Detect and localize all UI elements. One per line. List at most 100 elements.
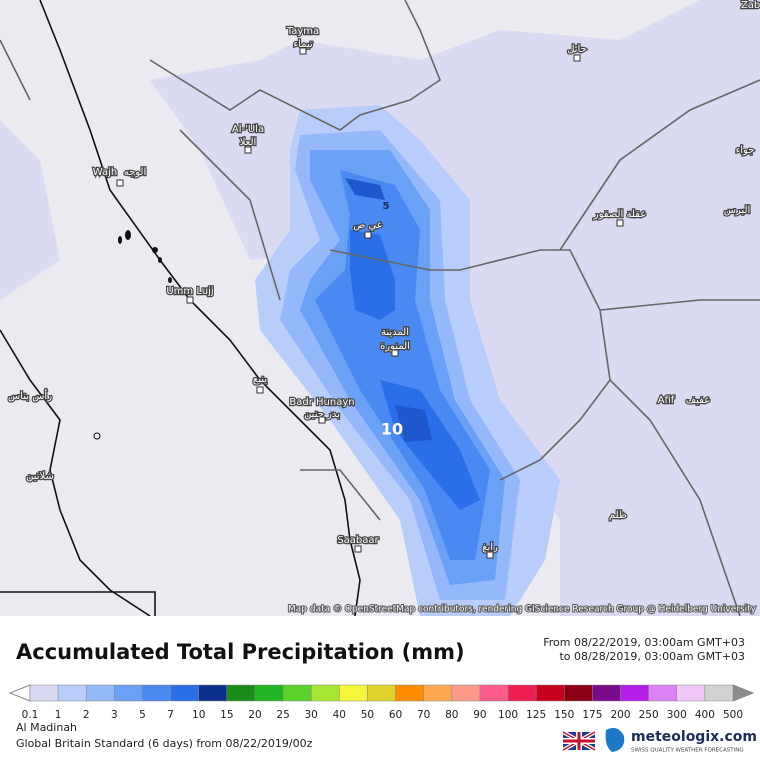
place-label: حائل xyxy=(567,44,587,55)
place-label: عي ص xyxy=(353,220,383,231)
scale-label: 150 xyxy=(554,709,574,721)
place-label: Umm Lujj xyxy=(166,286,213,297)
city-marker xyxy=(318,416,326,424)
scale-label: 3 xyxy=(111,709,118,721)
scale-label: 250 xyxy=(639,709,659,721)
scale-label: 300 xyxy=(667,709,687,721)
scale-label: 70 xyxy=(417,709,430,721)
precip-zone xyxy=(345,178,432,442)
place-label: Afif xyxy=(658,395,675,406)
scale-box xyxy=(704,684,734,702)
islands xyxy=(93,230,172,440)
scale-label: 400 xyxy=(695,709,715,721)
scale-label: 15 xyxy=(220,709,233,721)
scale-label: 200 xyxy=(610,709,630,721)
location: Al Madinah xyxy=(16,721,77,734)
attribution: Map data © OpenStreetMap contributors, r… xyxy=(288,605,757,615)
city-marker xyxy=(616,219,624,227)
contour-label: 5 xyxy=(383,201,390,212)
scale-label: 7 xyxy=(167,709,174,721)
place-label: Wajh xyxy=(93,167,118,178)
logo-icon xyxy=(605,728,625,752)
place-label: المنورة xyxy=(380,341,410,352)
scale-box xyxy=(395,684,424,702)
scale-box xyxy=(367,684,396,702)
scale-box xyxy=(57,684,87,702)
scale-label: 25 xyxy=(276,709,289,721)
scale-box xyxy=(648,684,678,702)
coastline xyxy=(0,329,156,616)
place-label: رأس بناس xyxy=(8,389,52,402)
scale-box xyxy=(535,684,565,702)
border xyxy=(0,0,760,616)
place-label: شلاتين xyxy=(26,471,54,482)
scale-label: 500 xyxy=(723,709,743,721)
scale-box xyxy=(507,684,537,702)
coastline xyxy=(39,0,361,616)
scale-box xyxy=(479,684,509,702)
scale-box xyxy=(423,684,453,702)
contour-label: 10 xyxy=(381,420,403,439)
city-marker xyxy=(299,47,307,55)
tagline: SWISS QUALITY WEATHER FORECASTING xyxy=(631,748,744,754)
city-marker xyxy=(186,296,194,304)
scale-box xyxy=(254,684,284,702)
place-label: بدر حنين xyxy=(304,409,340,420)
city-marker xyxy=(244,146,252,154)
date-from: From 08/22/2019, 03:00am GMT+03 xyxy=(543,636,745,649)
date-to: to 08/28/2019, 03:00am GMT+03 xyxy=(559,650,745,663)
city-marker xyxy=(364,231,372,239)
scale-label: 90 xyxy=(473,709,486,721)
scale-box xyxy=(198,684,228,702)
place-label: Zabi xyxy=(741,0,760,11)
model-info: Global Britain Standard (6 days) from 08… xyxy=(16,737,313,750)
city-marker xyxy=(486,551,494,559)
scale-box xyxy=(226,684,256,702)
place-label: Al-'Ula xyxy=(232,124,264,135)
scale-box xyxy=(282,684,312,702)
scale-box xyxy=(564,684,593,702)
scale-label: 2 xyxy=(83,709,90,721)
place-label: تيماء xyxy=(293,39,313,50)
scale-label: 175 xyxy=(582,709,602,721)
precip-layers xyxy=(255,105,560,616)
city-marker xyxy=(573,54,581,62)
scale-box xyxy=(310,684,340,702)
scale-label: 80 xyxy=(445,709,458,721)
scale-label: 20 xyxy=(248,709,261,721)
scale-box xyxy=(29,684,59,702)
brand: meteologix.com xyxy=(631,729,757,745)
place-label: رابغ xyxy=(482,542,498,553)
uk-flag xyxy=(562,730,596,752)
legend: Accumulated Total Precipitation (mm) Fro… xyxy=(0,616,760,760)
scale-box xyxy=(170,684,199,702)
place-label: المدينة xyxy=(381,327,409,338)
place-label: عقلة الصقور xyxy=(593,209,646,220)
scale-label: 50 xyxy=(361,709,374,721)
scale-label: 40 xyxy=(333,709,346,721)
map: Map data © OpenStreetMap contributors, r… xyxy=(0,0,760,616)
place-label: عفيف xyxy=(686,395,710,406)
scale-box xyxy=(114,684,143,702)
scale-label: 30 xyxy=(305,709,318,721)
place-label: ظلم xyxy=(609,510,627,521)
scale-box xyxy=(676,684,706,702)
scale-label: 125 xyxy=(526,709,546,721)
city-marker xyxy=(116,179,124,187)
scale-label: 0.1 xyxy=(22,709,39,721)
scale-box xyxy=(592,684,621,702)
place-label: العلا xyxy=(240,137,257,148)
place-label: Saabaar xyxy=(337,535,379,546)
rain-area xyxy=(0,120,60,300)
legend-title: Accumulated Total Precipitation (mm) xyxy=(16,640,465,664)
place-label: Tayma xyxy=(286,26,319,37)
scale-label: 100 xyxy=(498,709,518,721)
city-marker xyxy=(354,545,362,553)
precip-zone xyxy=(350,230,480,510)
scale-box xyxy=(85,684,115,702)
scale-box xyxy=(142,684,171,702)
scale-label: 1 xyxy=(55,709,62,721)
scale-label: 5 xyxy=(139,709,146,721)
city-marker xyxy=(256,386,264,394)
